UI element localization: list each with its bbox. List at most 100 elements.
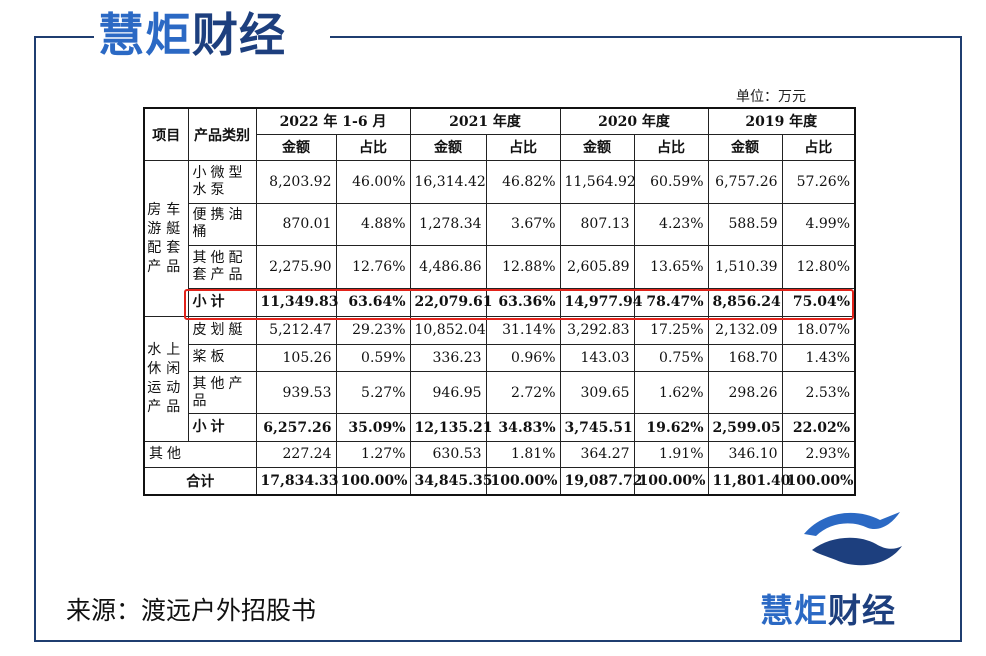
cell: 8,856.24 (707, 287, 783, 318)
cell: 1.91% (633, 440, 709, 469)
cell: 35.09% (335, 413, 411, 442)
cell: 60.59% (633, 160, 709, 204)
cell: 1.81% (485, 440, 561, 469)
header-period: 2021 年度 (409, 107, 561, 135)
other-row: 其他 227.24 1.27% 630.53 1.81% 364.27 1.91… (143, 440, 856, 469)
cell: 100.00% (781, 467, 856, 496)
header-amount: 金额 (559, 133, 635, 162)
row-label: 其他产品 (187, 370, 257, 415)
header-ratio: 占比 (335, 133, 411, 162)
header-ratio: 占比 (485, 133, 561, 162)
content-frame (34, 36, 962, 642)
table-subheader-row: 金额 占比 金额 占比 金额 占比 金额 占比 (144, 133, 856, 162)
cell: 1.27% (335, 440, 411, 469)
cell: 22.02% (781, 413, 856, 442)
table-row: 便携油桶 870.01 4.88% 1,278.34 3.67% 807.13 … (144, 202, 856, 247)
cell: 346.10 (707, 440, 783, 469)
cell: 19.62% (633, 413, 709, 442)
brand-wave-logo-icon (804, 512, 902, 566)
cell: 31.14% (485, 316, 561, 345)
total-row: 合计 17,834.33 100.00% 34,845.35 100.00% 1… (143, 467, 856, 496)
group-name: 房车游艇配套产品 (143, 160, 189, 318)
cell: 0.96% (485, 343, 561, 372)
row-label: 合计 (143, 467, 257, 496)
cell: 2,605.89 (559, 245, 635, 289)
cell: 12,135.21 (409, 413, 492, 442)
cell: 364.27 (559, 440, 635, 469)
group-name: 水上休闲运动产品 (143, 316, 189, 442)
cell: 4,486.86 (409, 245, 487, 289)
cell: 807.13 (559, 202, 635, 247)
cell: 2.72% (485, 370, 561, 415)
cell: 11,564.92 (559, 160, 636, 204)
cell: 870.01 (255, 202, 337, 247)
cell: 63.36% (485, 287, 561, 318)
cell: 0.75% (633, 343, 709, 372)
cell: 336.23 (409, 343, 487, 372)
subtotal-row: 小计 11,349.83 63.64% 22,079.61 63.36% 14,… (144, 287, 856, 318)
header-amount: 金额 (255, 133, 337, 162)
cell: 1.62% (633, 370, 709, 415)
frame-top-line-right (330, 36, 962, 38)
row-label: 桨板 (187, 343, 257, 372)
row-label: 皮划艇 (187, 316, 257, 345)
cell: 1,510.39 (707, 245, 783, 289)
cell: 22,079.61 (409, 287, 492, 318)
cell: 11,349.83 (255, 287, 338, 318)
subtotal-row: 小计 6,257.26 35.09% 12,135.21 34.83% 3,74… (144, 413, 856, 442)
cell: 34,845.35 (409, 467, 492, 496)
row-label: 小微型水泵 (187, 160, 257, 204)
cell: 63.64% (335, 287, 411, 318)
cell: 5.27% (335, 370, 411, 415)
cell: 6,257.26 (255, 413, 337, 442)
cell: 2,275.90 (255, 245, 337, 289)
row-label: 便携油桶 (187, 202, 257, 247)
cell: 4.23% (633, 202, 709, 247)
cell: 588.59 (707, 202, 783, 247)
cell: 6,757.26 (707, 160, 783, 204)
cell: 17.25% (633, 316, 709, 345)
cell: 12.88% (485, 245, 561, 289)
cell: 143.03 (559, 343, 635, 372)
cell: 2.53% (781, 370, 856, 415)
cell: 2,132.09 (707, 316, 783, 345)
cell: 939.53 (255, 370, 337, 415)
cell: 12.76% (335, 245, 411, 289)
header-period: 2022 年 1-6 月 (255, 107, 411, 135)
cell: 11,801.40 (707, 467, 790, 496)
cell: 2.93% (781, 440, 856, 469)
table-row: 其他产品 939.53 5.27% 946.95 2.72% 309.65 1.… (144, 370, 856, 415)
brand-part2: 财经 (828, 591, 896, 630)
cell: 8,203.92 (255, 160, 337, 204)
table-row: 桨板 105.26 0.59% 336.23 0.96% 143.03 0.75… (144, 343, 856, 372)
cell: 100.00% (485, 467, 561, 496)
cell: 630.53 (409, 440, 487, 469)
frame-top-line-left (34, 36, 94, 38)
cell: 14,977.94 (559, 287, 642, 318)
row-label: 其他 (143, 440, 257, 469)
header-amount: 金额 (409, 133, 487, 162)
cell: 5,212.47 (255, 316, 337, 345)
cell: 2,599.05 (707, 413, 783, 442)
source-caption: 来源：渡远户外招股书 (66, 596, 317, 625)
cell: 29.23% (335, 316, 411, 345)
header-ratio: 占比 (633, 133, 709, 162)
brand-part2: 财经 (192, 8, 286, 62)
cell: 0.59% (335, 343, 411, 372)
cell: 100.00% (633, 467, 709, 496)
header-category: 产品类别 (187, 107, 257, 162)
header-item: 项目 (143, 107, 189, 162)
cell: 4.99% (781, 202, 856, 247)
cell: 34.83% (485, 413, 561, 442)
cell: 17,834.33 (255, 467, 338, 496)
table-row: 房车游艇配套产品 小微型水泵 8,203.92 46.00% 16,314.42… (143, 160, 856, 318)
cell: 75.04% (781, 287, 856, 318)
cell: 946.95 (409, 370, 487, 415)
cell: 12.80% (781, 245, 856, 289)
header-amount: 金额 (707, 133, 783, 162)
brand-logo-text-top: 慧炬财经 (98, 6, 286, 64)
brand-logo-text-bottom: 慧炬财经 (760, 584, 896, 632)
cell: 18.07% (781, 316, 856, 345)
cell: 16,314.42 (409, 160, 487, 204)
table-row: 水上休闲运动产品 皮划艇 5,212.47 29.23% 10,852.04 3… (143, 316, 856, 442)
